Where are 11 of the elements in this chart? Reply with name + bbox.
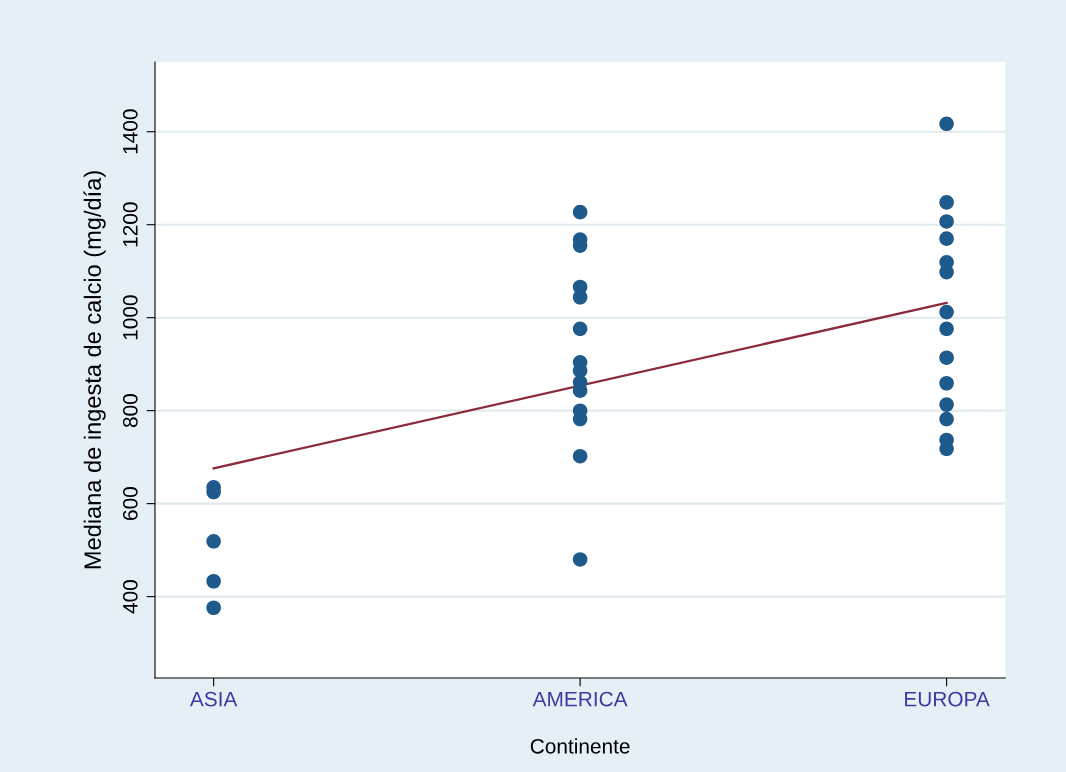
y-tick-label: 400 bbox=[122, 580, 138, 614]
x-tick-label: EUROPA bbox=[905, 691, 990, 707]
y-tick-label: 1200 bbox=[122, 202, 138, 247]
x-axis-title: Continente bbox=[530, 738, 630, 754]
x-tick-label: AMERICA bbox=[532, 691, 628, 707]
y-tick-label: 1400 bbox=[122, 109, 138, 154]
y-tick-label: 800 bbox=[122, 394, 138, 428]
y-tick-label: 1000 bbox=[122, 295, 138, 340]
y-axis-title: Mediana de ingesta de calcio (mg/día) bbox=[83, 171, 106, 569]
x-tick-label: ASIA bbox=[189, 691, 238, 707]
y-tick-label: 600 bbox=[122, 487, 138, 520]
